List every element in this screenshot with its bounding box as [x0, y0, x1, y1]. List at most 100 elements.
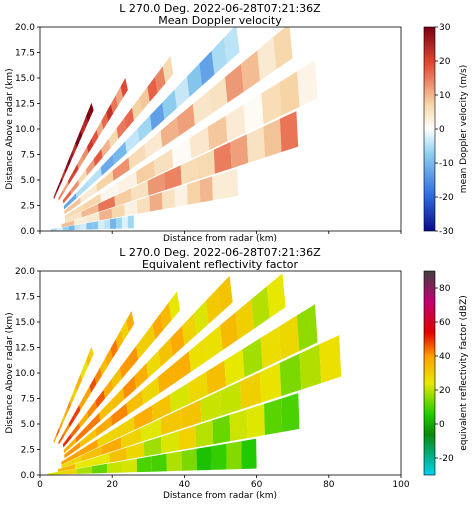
velocity-gate — [112, 157, 130, 181]
dbz-gate — [161, 431, 179, 454]
velocity-gate — [70, 179, 79, 195]
velocity-gate — [279, 111, 299, 152]
dbz-gate — [111, 367, 122, 389]
dbz-gate — [121, 320, 129, 342]
y-tick-label: 20.0 — [15, 23, 35, 33]
velocity-gate — [211, 37, 227, 75]
velocity-title: L 270.0 Deg. 2022-06-28T07:21:36Z — [119, 2, 321, 15]
y-tick-label: 12.5 — [15, 344, 35, 354]
velocity-gate — [56, 227, 63, 231]
dbz-gate — [77, 466, 93, 474]
velocity-gate — [61, 170, 66, 181]
colorbar-tick-label: -20 — [439, 193, 454, 203]
dbz-gate — [296, 304, 318, 352]
velocity-gate — [80, 184, 98, 204]
dbz-gate — [173, 351, 191, 383]
velocity-gate — [243, 93, 264, 133]
dbz-gate — [53, 434, 57, 444]
velocity-gate — [199, 50, 215, 86]
velocity-gate — [139, 86, 150, 112]
dbz-gate — [61, 450, 80, 465]
velocity-gate — [67, 156, 71, 168]
dbz-gate — [105, 348, 113, 367]
velocity-gate — [149, 192, 163, 212]
velocity-gate — [63, 193, 77, 210]
velocity-gate — [61, 220, 75, 228]
velocity-gate — [212, 172, 226, 201]
dbz-gate — [119, 356, 130, 379]
dbz-gate — [101, 437, 122, 455]
colorbar-tick-label: -10 — [439, 159, 454, 169]
velocity-gate — [207, 115, 228, 151]
dbz-gate — [120, 427, 142, 449]
velocity-gate — [225, 63, 244, 103]
dbz-gate — [106, 461, 122, 473]
dbz-gate — [81, 446, 102, 462]
dbz-gate — [126, 311, 135, 333]
velocity-gate — [64, 211, 82, 223]
velocity-gate — [127, 215, 134, 229]
dbz-gate — [79, 428, 97, 448]
reflectivity-colorbar — [423, 270, 436, 476]
dbz-gate — [204, 325, 223, 362]
reflectivity-title: L 270.0 Deg. 2022-06-28T07:21:36Z — [119, 246, 321, 259]
dbz-gate — [79, 439, 98, 456]
dbz-gate — [87, 400, 97, 419]
velocity-gate — [96, 170, 114, 192]
dbz-gate — [110, 339, 118, 359]
dbz-gate — [84, 386, 92, 402]
dbz-gate — [133, 405, 153, 430]
velocity-gate — [80, 123, 86, 136]
velocity-gate — [147, 76, 158, 102]
dbz-gate — [94, 367, 102, 385]
velocity-gate — [77, 129, 83, 142]
dbz-gate — [83, 360, 88, 374]
dbz-gate — [128, 345, 139, 370]
dbz-gate — [157, 364, 176, 394]
velocity-gate — [69, 150, 74, 161]
dbz-gate — [111, 403, 128, 426]
dbz-gate — [87, 412, 101, 432]
velocity-gate — [78, 169, 87, 186]
colorbar-tick-label: -20 — [439, 454, 454, 464]
velocity-gate — [162, 56, 174, 84]
dbz-gate — [182, 313, 197, 346]
reflectivity-subtitle: Equivalent reflectivity factor — [142, 258, 299, 271]
velocity-gate — [137, 115, 152, 142]
velocity-gate — [241, 50, 261, 92]
velocity-gate — [246, 126, 265, 163]
dbz-gate — [75, 380, 80, 393]
y-tick-label: 5.0 — [21, 176, 36, 186]
y-tick-label: 2.5 — [21, 446, 35, 456]
dbz-gate — [47, 471, 63, 475]
dbz-gate — [97, 428, 117, 448]
dbz-gate — [166, 451, 182, 472]
dbz-gate — [264, 398, 283, 435]
velocity-gate — [68, 225, 75, 231]
reflectivity-colorbar-ticks: 80 60 40 20 0 -20 — [435, 284, 454, 464]
x-tick-label: 0 — [37, 480, 43, 490]
reflectivity-colorbar-label: equivalent reflectivity factor (dBZ) — [459, 295, 469, 451]
velocity-gate — [67, 172, 74, 185]
velocity-gate — [111, 95, 118, 114]
reflectivity-x-ticks: 0 20 40 60 80 100 — [37, 475, 410, 490]
velocity-gate — [91, 129, 99, 146]
dbz-gate — [196, 446, 212, 471]
velocity-gate — [261, 82, 282, 125]
velocity-x-label: Distance from radar (km) — [163, 234, 277, 244]
velocity-gate — [72, 163, 79, 177]
dbz-gate — [152, 313, 164, 340]
colorbar-tick-label: 0 — [439, 125, 445, 135]
dbz-gate — [224, 349, 245, 387]
colorbar-tick-label: 30 — [439, 23, 451, 33]
y-tick-label: 5.0 — [21, 420, 36, 430]
dbz-gate — [200, 390, 222, 423]
velocity-rays — [50, 27, 318, 231]
dbz-gate — [75, 458, 93, 469]
velocity-gate — [144, 130, 163, 159]
dbz-gate — [170, 325, 185, 357]
velocity-gate — [104, 219, 111, 230]
velocity-y-label: Distance Above radar (km) — [5, 68, 15, 189]
dbz-gate — [64, 407, 69, 418]
y-tick-label: 12.5 — [15, 100, 35, 110]
